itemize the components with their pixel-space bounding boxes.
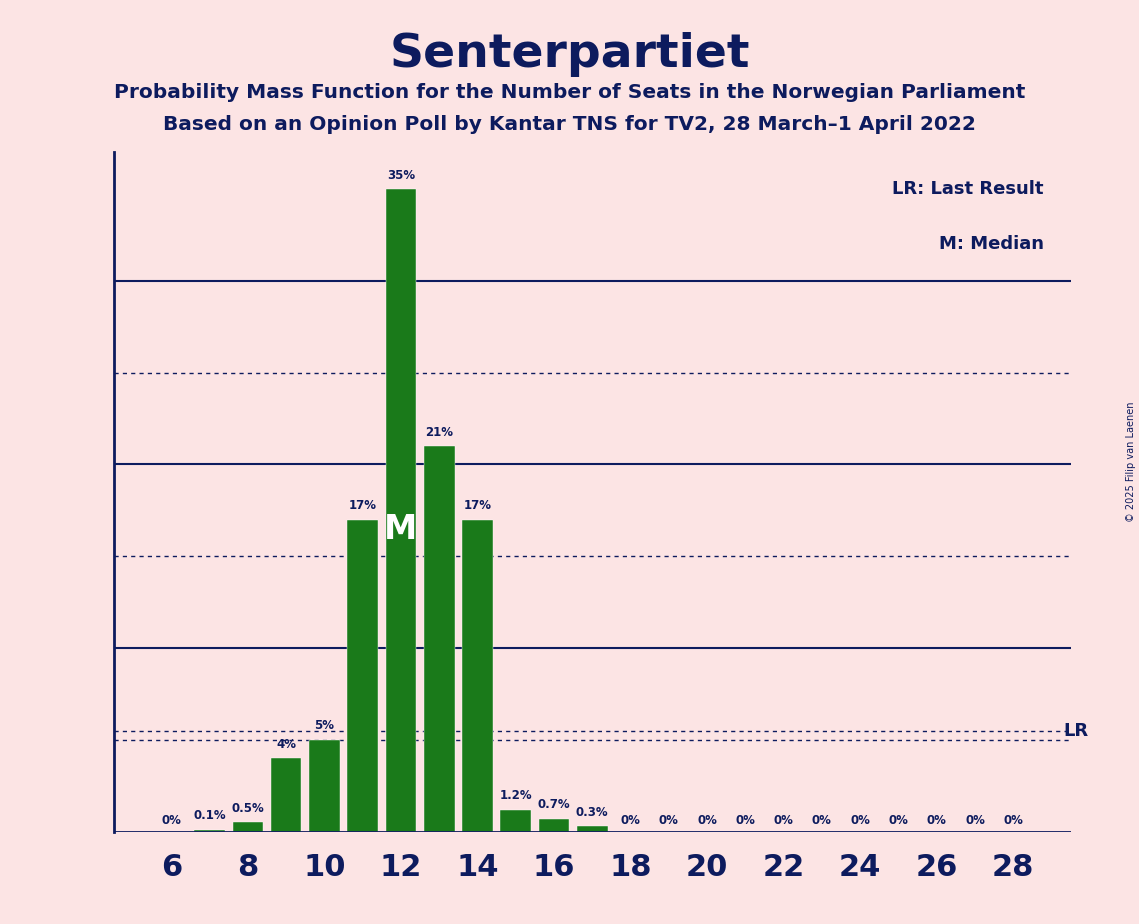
- Bar: [347, 519, 378, 832]
- Text: Probability Mass Function for the Number of Seats in the Norwegian Parliament: Probability Mass Function for the Number…: [114, 83, 1025, 103]
- Text: LR: LR: [1063, 722, 1088, 739]
- Text: 0.5%: 0.5%: [231, 802, 264, 815]
- Text: 4%: 4%: [276, 738, 296, 751]
- Bar: [232, 822, 263, 832]
- Text: 0.3%: 0.3%: [576, 806, 608, 819]
- Text: 0%: 0%: [773, 814, 794, 827]
- Bar: [462, 519, 493, 832]
- Text: 1.2%: 1.2%: [499, 789, 532, 802]
- Text: 0%: 0%: [1003, 814, 1023, 827]
- Text: © 2025 Filip van Laenen: © 2025 Filip van Laenen: [1126, 402, 1136, 522]
- Bar: [195, 830, 224, 832]
- Text: 0%: 0%: [736, 814, 755, 827]
- Bar: [424, 446, 454, 832]
- Text: 0%: 0%: [812, 814, 831, 827]
- Text: 17%: 17%: [464, 499, 491, 512]
- Text: M: Median: M: Median: [939, 235, 1043, 253]
- Text: 0%: 0%: [621, 814, 640, 827]
- Bar: [539, 819, 570, 832]
- Bar: [577, 826, 607, 832]
- Text: Senterpartiet: Senterpartiet: [390, 32, 749, 78]
- Text: 0%: 0%: [965, 814, 985, 827]
- Text: 0.7%: 0.7%: [538, 798, 571, 811]
- Text: 21%: 21%: [425, 426, 453, 439]
- Bar: [386, 189, 416, 832]
- Text: Based on an Opinion Poll by Kantar TNS for TV2, 28 March–1 April 2022: Based on an Opinion Poll by Kantar TNS f…: [163, 116, 976, 135]
- Text: 17%: 17%: [349, 499, 377, 512]
- Text: 0%: 0%: [888, 814, 909, 827]
- Text: 0.1%: 0.1%: [194, 809, 226, 822]
- Bar: [309, 740, 339, 832]
- Text: 0%: 0%: [658, 814, 679, 827]
- Text: 0%: 0%: [927, 814, 947, 827]
- Text: 5%: 5%: [314, 720, 335, 733]
- Text: 0%: 0%: [697, 814, 718, 827]
- Text: LR: Last Result: LR: Last Result: [892, 180, 1043, 198]
- Bar: [500, 809, 531, 832]
- Text: 35%: 35%: [387, 169, 415, 182]
- Text: M: M: [384, 513, 418, 546]
- Text: 0%: 0%: [850, 814, 870, 827]
- Text: 0%: 0%: [162, 814, 181, 827]
- Bar: [271, 759, 302, 832]
